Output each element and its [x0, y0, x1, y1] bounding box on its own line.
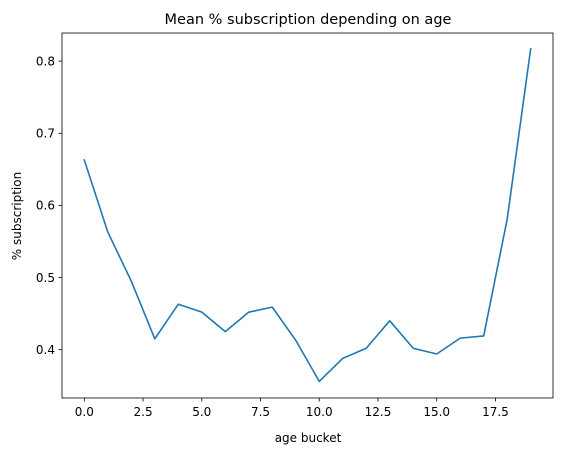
x-tick-label: 7.5 — [251, 405, 270, 419]
x-tick-label: 2.5 — [134, 405, 153, 419]
x-tick-label: 15.0 — [423, 405, 450, 419]
x-tick-label: 5.0 — [192, 405, 211, 419]
y-tick-label: 0.6 — [36, 199, 55, 213]
y-tick-label: 0.5 — [36, 271, 55, 285]
plot-frame — [61, 32, 554, 399]
series-line — [83, 47, 532, 383]
y-tick-label: 0.4 — [36, 343, 55, 357]
plot-area — [83, 47, 532, 383]
x-tick-label: 10.0 — [306, 405, 333, 419]
x-tick-label: 12.5 — [365, 405, 392, 419]
x-axis-label: age bucket — [275, 431, 342, 445]
x-tick-label: 0.0 — [75, 405, 94, 419]
y-tick-label: 0.7 — [36, 127, 55, 141]
x-tick-label: 17.5 — [482, 405, 509, 419]
chart-title: Mean % subscription depending on age — [165, 12, 452, 28]
y-tick-label: 0.8 — [36, 54, 55, 68]
y-axis: 0.4 0.5 0.6 0.7 0.8 — [36, 54, 62, 357]
x-axis: 0.0 2.5 5.0 7.5 10.0 12.5 15.0 17.5 — [75, 398, 509, 419]
y-axis-label: % subscription — [10, 172, 24, 260]
